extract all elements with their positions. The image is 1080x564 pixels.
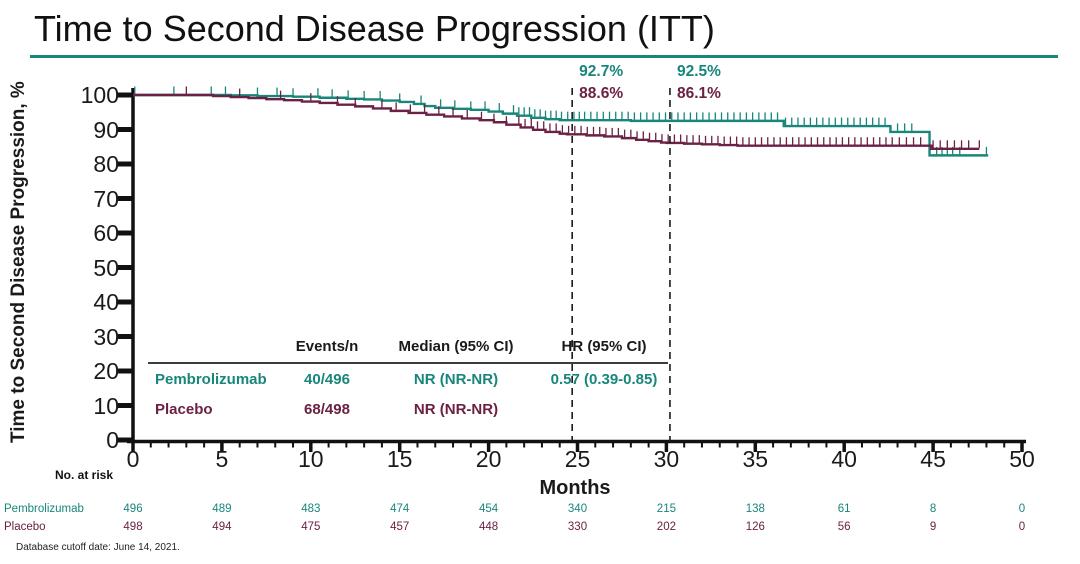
page-title: Time to Second Disease Progression (ITT) xyxy=(34,8,715,49)
x-tick-label: 5 xyxy=(215,446,229,472)
summary-hr-value: 0.57 (0.39-0.85) xyxy=(550,370,658,388)
footnote: Database cutoff date: June 14, 2021. xyxy=(16,542,180,553)
risk-value: 457 xyxy=(390,521,410,533)
y-tick-label: 40 xyxy=(93,289,119,315)
risk-value: 330 xyxy=(567,521,588,533)
y-tick-label: 100 xyxy=(80,82,119,108)
y-tick-label: 90 xyxy=(93,116,119,143)
risk-value: 494 xyxy=(212,521,232,533)
summary-row-label: Pembrolizumab xyxy=(155,370,267,388)
risk-value: 9 xyxy=(929,521,937,533)
risk-value: 126 xyxy=(745,521,765,533)
x-tick-label: 30 xyxy=(653,446,680,472)
risk-value: 61 xyxy=(837,503,851,515)
risk-value: 0 xyxy=(1018,503,1026,515)
risk-value: 496 xyxy=(123,503,143,515)
annotation-percent: 88.6% xyxy=(579,85,624,102)
risk-row-label-placebo: Placebo xyxy=(4,521,46,533)
risk-value: 340 xyxy=(567,503,588,515)
summary-header-row: Events/n Median (95% CI) HR (95% CI) xyxy=(148,330,668,364)
summary-header-median: Median (95% CI) xyxy=(398,337,514,355)
risk-value: 202 xyxy=(656,521,676,533)
x-tick-label: 15 xyxy=(386,446,413,472)
risk-table-caption: No. at risk xyxy=(55,468,114,482)
x-axis-title: Months xyxy=(539,477,611,499)
km-curve-placebo xyxy=(133,93,980,151)
risk-value: 483 xyxy=(301,503,321,515)
risk-value: 498 xyxy=(123,521,143,533)
risk-value: 0 xyxy=(1018,521,1026,533)
summary-median-value: NR (NR-NR) xyxy=(413,370,499,388)
annotation-percent: 92.5% xyxy=(676,63,721,80)
x-tick-label: 50 xyxy=(1009,446,1035,472)
x-tick-label: 0 xyxy=(126,446,140,472)
x-tick-label: 35 xyxy=(742,446,769,472)
risk-value: 56 xyxy=(837,521,851,533)
x-tick-label: 20 xyxy=(475,446,502,472)
summary-row-pembrolizumab: Pembrolizumab 40/496 NR (NR-NR) 0.57 (0.… xyxy=(148,364,668,394)
risk-value: 138 xyxy=(745,503,765,515)
annotation-percent: 92.7% xyxy=(579,63,624,80)
y-tick-label: 30 xyxy=(93,323,119,350)
summary-row-label: Placebo xyxy=(155,400,213,418)
y-tick-label: 20 xyxy=(93,358,119,384)
risk-value: 454 xyxy=(479,503,499,515)
risk-value: 448 xyxy=(479,521,499,533)
x-tick-label: 10 xyxy=(298,446,324,472)
y-tick-label: 60 xyxy=(93,220,119,246)
y-tick-label: 80 xyxy=(93,151,119,177)
y-tick-label: 10 xyxy=(93,392,119,419)
title-rule xyxy=(30,55,1058,58)
summary-row-placebo: Placebo 68/498 NR (NR-NR) xyxy=(148,394,668,424)
summary-median-value: NR (NR-NR) xyxy=(413,400,499,418)
x-tick-label: 45 xyxy=(920,446,946,472)
summary-header-hr: HR (95% CI) xyxy=(561,337,647,355)
annotation-percent: 86.1% xyxy=(676,85,721,102)
x-tick-label: 40 xyxy=(831,446,857,472)
summary-events-value: 68/498 xyxy=(304,400,350,418)
y-axis-title: Time to Second Disease Progression, % xyxy=(8,81,29,443)
x-tick-label: 25 xyxy=(564,446,591,472)
risk-value: 474 xyxy=(390,503,410,515)
risk-value: 475 xyxy=(301,521,321,533)
y-tick-label: 70 xyxy=(93,185,119,212)
risk-row-label-pembrolizumab: Pembrolizumab xyxy=(4,503,84,515)
risk-value: 489 xyxy=(212,503,232,515)
summary-table: Events/n Median (95% CI) HR (95% CI) Pem… xyxy=(148,330,668,424)
y-tick-label: 0 xyxy=(106,427,119,453)
risk-value: 215 xyxy=(656,503,676,515)
y-tick-label: 50 xyxy=(93,254,119,281)
summary-events-value: 40/496 xyxy=(304,370,350,388)
risk-value: 8 xyxy=(929,503,937,515)
summary-header-events: Events/n xyxy=(295,337,359,355)
